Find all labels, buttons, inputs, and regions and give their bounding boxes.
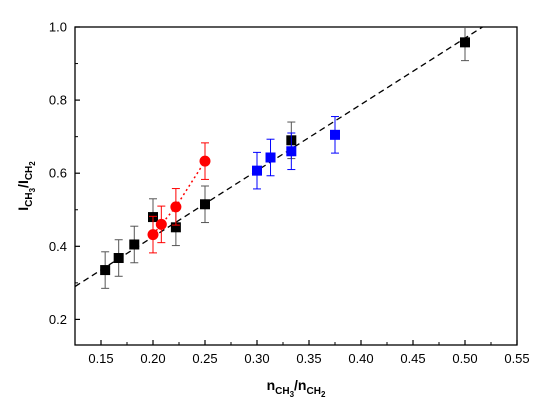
x-label-sub1: CH [275,386,289,397]
plot-frame [74,26,518,346]
data-series [147,142,211,254]
data-point [330,129,340,140]
data-point [113,253,124,264]
x-tick-label: 0.25 [192,351,217,366]
data-point [129,239,140,250]
data-point [199,155,211,167]
data-point [100,265,111,276]
data-point [460,37,470,48]
x-tick-label: 0.35 [296,351,321,366]
fit-line [75,27,484,288]
y-tick-label: 0.2 [49,312,67,327]
x-tick-label: 0.40 [348,351,373,366]
series-connector [152,160,206,236]
y-tick-label: 0.4 [49,239,67,254]
y-label-sub2: CH [24,166,35,180]
y-label-sub2b: 2 [28,161,37,166]
x-tick-label: 0.50 [452,351,477,366]
x-tick-label: 0.30 [244,351,269,366]
data-point [170,201,182,213]
x-tick-label: 0.15 [88,351,113,366]
x-axis-label: nCH3/nCH2 [267,377,326,399]
x-label-sub1b: 3 [290,390,295,399]
data-point [200,199,210,210]
y-axis-label: ICH3/ICH2 [15,161,37,211]
x-tick-label: 0.45 [400,351,425,366]
data-point [252,165,262,176]
data-series [252,116,340,190]
y-tick-label: 0.6 [49,166,67,181]
y-tick-label: 1.0 [49,20,67,35]
y-label-main-i: I [15,207,31,211]
data-point [170,222,181,233]
data-point [147,229,159,241]
x-axis: 0.15 0.20 0.25 0.30 0.35 0.40 0.45 0.50 0.55 [74,340,530,366]
data-point [265,152,276,163]
y-tick-label: 0.8 [49,93,67,108]
x-label-sub2: CH [307,386,321,397]
data-point [155,218,167,230]
x-tick-label: 0.20 [140,351,165,366]
data-series [100,27,470,289]
y-label-sub1b: 3 [28,187,37,192]
y-axis: 0.2 0.4 0.6 0.8 1.0 [49,20,80,327]
x-label-main-n: n [267,377,276,393]
x-label-sub2b: 2 [321,390,326,399]
series-layer [100,27,470,289]
data-point [286,146,297,157]
y-label-sep: /I [15,180,31,188]
x-tick-label: 0.55 [504,351,529,366]
x-label-sep: /n [294,377,306,393]
y-label-sub1: CH [24,192,35,206]
